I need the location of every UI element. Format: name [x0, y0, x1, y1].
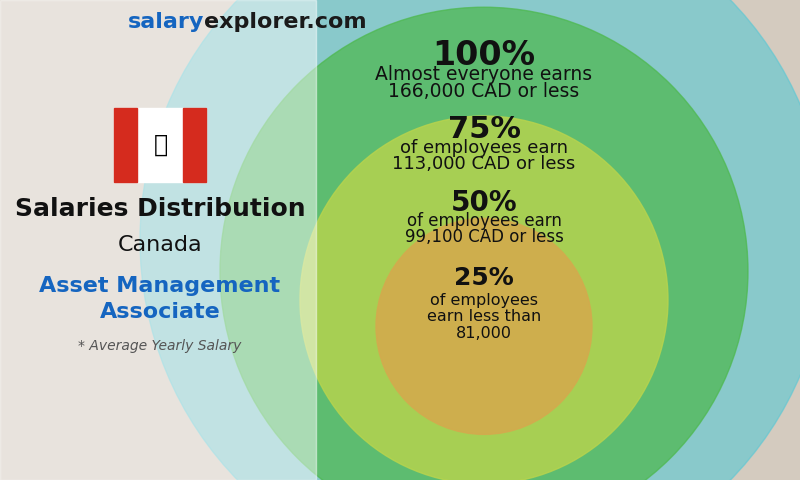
Bar	[114, 108, 138, 182]
Text: 75%: 75%	[447, 115, 521, 144]
Bar	[183, 108, 206, 182]
Text: 81,000: 81,000	[456, 326, 512, 341]
Text: Associate: Associate	[100, 302, 220, 322]
Text: 113,000 CAD or less: 113,000 CAD or less	[392, 155, 576, 173]
Text: 100%: 100%	[433, 39, 535, 72]
Text: of employees: of employees	[430, 292, 538, 308]
Text: 166,000 CAD or less: 166,000 CAD or less	[388, 82, 580, 101]
Text: earn less than: earn less than	[427, 309, 541, 324]
Text: explorer.com: explorer.com	[204, 12, 366, 32]
Text: 50%: 50%	[450, 189, 518, 216]
Text: 99,100 CAD or less: 99,100 CAD or less	[405, 228, 563, 246]
Text: Salaries Distribution: Salaries Distribution	[14, 197, 306, 221]
Text: Asset Management: Asset Management	[39, 276, 281, 296]
Text: Canada: Canada	[118, 235, 202, 255]
Bar	[114, 108, 206, 182]
Text: 25%: 25%	[454, 266, 514, 290]
Ellipse shape	[376, 218, 592, 434]
Ellipse shape	[140, 0, 800, 480]
Text: salary: salary	[128, 12, 204, 32]
Text: of employees earn: of employees earn	[400, 139, 568, 157]
Text: * Average Yearly Salary: * Average Yearly Salary	[78, 338, 242, 353]
Bar	[0, 0, 316, 480]
Text: 🍁: 🍁	[154, 133, 167, 157]
Ellipse shape	[220, 7, 748, 480]
Text: of employees earn: of employees earn	[406, 212, 562, 230]
Ellipse shape	[300, 116, 668, 480]
Text: Almost everyone earns: Almost everyone earns	[375, 65, 593, 84]
